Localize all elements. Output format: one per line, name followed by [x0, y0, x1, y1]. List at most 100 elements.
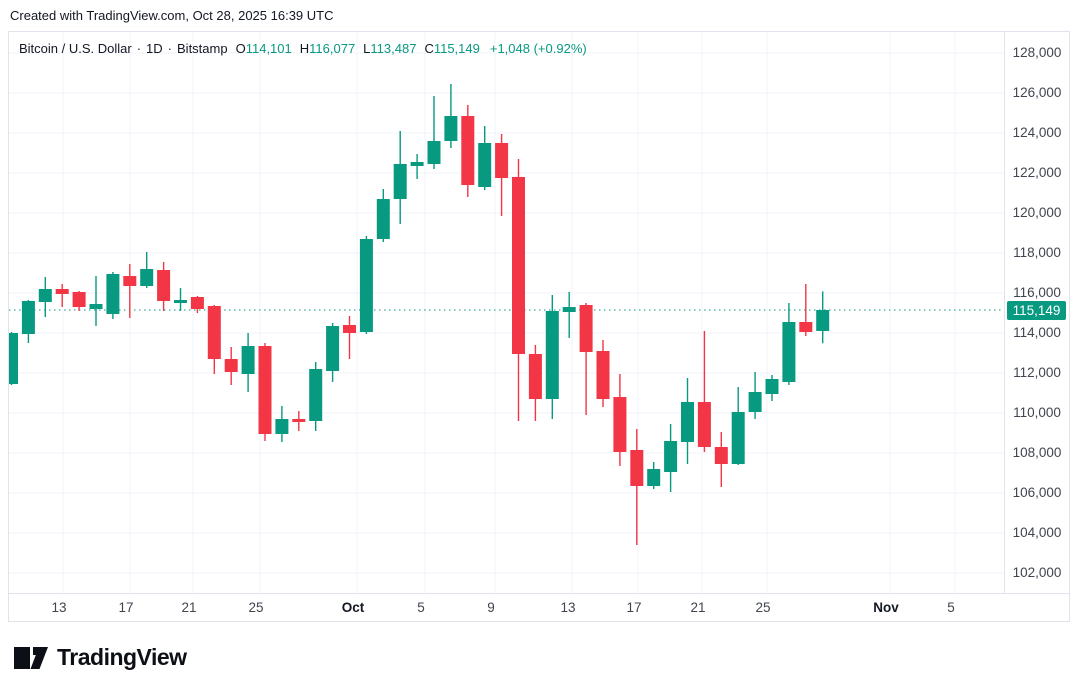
candle-sep-14[interactable]: [72, 291, 86, 311]
candle-sep-25[interactable]: [258, 343, 272, 441]
time-tick-label: 5: [947, 600, 955, 615]
time-tick-label: 5: [417, 600, 425, 615]
candle-sep-27[interactable]: [292, 411, 306, 431]
candle-oct-27[interactable]: [799, 284, 813, 336]
time-tick-label: 17: [626, 600, 642, 615]
candle-sep-19[interactable]: [157, 262, 171, 311]
candle-oct-17[interactable]: [630, 429, 644, 545]
open-value: O114,101: [235, 40, 292, 56]
candle-sep-17[interactable]: [123, 264, 137, 318]
candle-oct-24[interactable]: [748, 372, 762, 419]
candle-oct-13[interactable]: [562, 292, 576, 338]
candle-oct-26[interactable]: [782, 303, 796, 385]
time-tick-label: 25: [755, 600, 771, 615]
candle-sep-12[interactable]: [38, 277, 52, 317]
candle-oct-11[interactable]: [528, 345, 542, 421]
vertical-gridlines: [62, 32, 956, 593]
candle-sep-26[interactable]: [275, 406, 289, 442]
candle-sep-11[interactable]: [21, 300, 35, 343]
candle-oct-8[interactable]: [478, 126, 492, 190]
candle-sep-29[interactable]: [326, 323, 340, 382]
candle-oct-12[interactable]: [545, 295, 559, 419]
horizontal-gridlines: [9, 52, 1004, 574]
high-value: H116,077: [299, 40, 356, 56]
candle-sep-22[interactable]: [207, 305, 221, 374]
price-chart-plot[interactable]: [9, 32, 1004, 593]
candle-oct-15[interactable]: [596, 340, 610, 407]
price-tick-label: 126,000: [1012, 85, 1062, 100]
time-tick-label: 9: [487, 600, 495, 615]
price-tick-label: 124,000: [1012, 125, 1062, 140]
price-tick-label: 112,000: [1013, 365, 1061, 380]
time-tick-label: Nov: [873, 600, 899, 615]
candle-oct-22[interactable]: [714, 432, 728, 487]
candle-oct-25[interactable]: [765, 375, 779, 401]
candle-oct-16[interactable]: [613, 374, 627, 466]
price-tick-label: 116,000: [1013, 285, 1061, 300]
candle-oct-7[interactable]: [461, 105, 475, 197]
exchange-label: Bitstamp: [177, 40, 228, 56]
last-price-badge: 115,149: [1007, 300, 1066, 320]
price-scale[interactable]: 115,149 128,000 126,000 124,000 122,000 120,…: [1004, 32, 1069, 593]
candle-sep-10[interactable]: [9, 332, 18, 385]
candle-oct-21[interactable]: [697, 331, 711, 452]
time-tick-label: 21: [181, 600, 197, 615]
tradingview-logo[interactable]: TradingView: [14, 644, 187, 671]
candles: [9, 84, 830, 545]
candle-oct-19[interactable]: [664, 424, 678, 492]
time-tick-label: Oct: [341, 600, 365, 615]
candle-oct-9[interactable]: [495, 134, 509, 216]
chart-widget: Bitcoin / U.S. Dollar · 1D · Bitstamp O1…: [8, 31, 1070, 622]
price-tick-label: 102,000: [1012, 565, 1062, 580]
price-tick-label: 114,000: [1013, 325, 1061, 340]
ohlc-values: O114,101 H116,077 L113,487 C115,149: [236, 41, 488, 56]
time-tick-label: 21: [690, 600, 706, 615]
candle-sep-21[interactable]: [190, 296, 204, 313]
tradingview-logo-text: TradingView: [57, 644, 187, 670]
legend-separator: ·: [167, 40, 173, 56]
price-tick-label: 120,000: [1012, 205, 1062, 220]
candle-oct-3[interactable]: [393, 131, 407, 224]
close-value: C115,149: [424, 40, 480, 56]
candle-oct-18[interactable]: [647, 462, 661, 489]
candle-sep-23[interactable]: [224, 347, 238, 385]
candle-sep-16[interactable]: [106, 272, 120, 319]
candle-oct-14[interactable]: [579, 303, 593, 415]
candle-oct-10[interactable]: [512, 159, 525, 421]
candle-sep-28[interactable]: [309, 362, 323, 431]
candle-oct-4[interactable]: [410, 154, 424, 179]
price-tick-label: 110,000: [1013, 405, 1061, 420]
candle-sep-30[interactable]: [343, 316, 356, 359]
time-scale[interactable]: 13 17 21 25 Oct 5 9 13 17 21 25 Nov 5: [9, 593, 1069, 621]
candle-oct-2[interactable]: [376, 189, 390, 242]
candle-oct-20[interactable]: [681, 378, 694, 464]
candle-sep-24[interactable]: [241, 333, 255, 392]
low-value: L113,487: [363, 40, 417, 56]
chart-legend: Bitcoin / U.S. Dollar · 1D · Bitstamp O1…: [19, 39, 587, 57]
price-tick-label: 106,000: [1012, 485, 1062, 500]
candle-oct-6[interactable]: [444, 84, 458, 148]
symbol-title[interactable]: Bitcoin / U.S. Dollar: [19, 40, 132, 56]
candle-sep-15[interactable]: [89, 276, 103, 326]
price-tick-label: 108,000: [1012, 445, 1062, 460]
time-tick-label: 17: [118, 600, 134, 615]
price-tick-label: 128,000: [1012, 45, 1062, 60]
time-tick-label: 13: [51, 600, 67, 615]
candle-sep-18[interactable]: [140, 252, 154, 288]
candle-oct-28[interactable]: [816, 291, 830, 344]
price-tick-label: 122,000: [1012, 165, 1062, 180]
candle-oct-23[interactable]: [731, 387, 745, 465]
time-tick-label: 13: [560, 600, 576, 615]
candle-sep-13[interactable]: [55, 284, 69, 307]
candle-oct-5[interactable]: [427, 96, 441, 169]
price-tick-label: 104,000: [1012, 525, 1062, 540]
change-value: +1,048 (+0.92%): [489, 40, 587, 56]
tradingview-logo-icon: [14, 646, 48, 669]
interval-label[interactable]: 1D: [146, 40, 163, 56]
legend-separator: ·: [136, 40, 142, 56]
candle-oct-1[interactable]: [359, 236, 373, 334]
created-with-text: Created with TradingView.com, Oct 28, 20…: [10, 8, 334, 23]
candle-sep-20[interactable]: [174, 288, 187, 311]
time-tick-label: 25: [248, 600, 264, 615]
